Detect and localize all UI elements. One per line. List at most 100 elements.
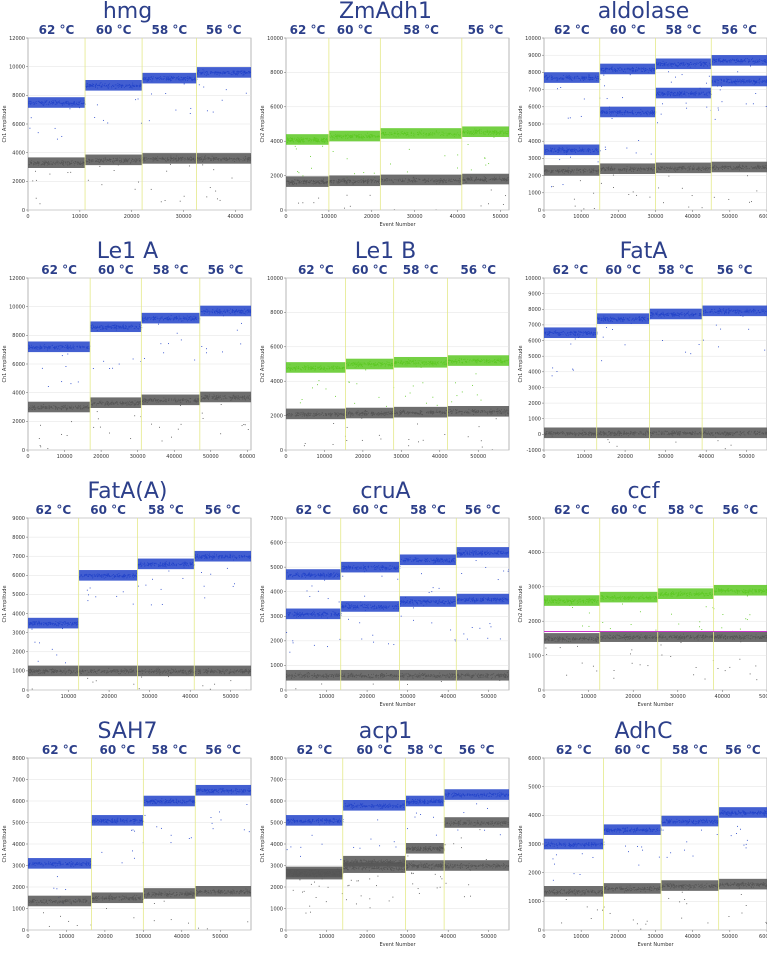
x-tick-label: 50000 — [722, 214, 738, 220]
x-tick-label: 30000 — [130, 454, 146, 460]
droplet — [49, 173, 51, 175]
y-tick-label: 0 — [538, 208, 541, 214]
droplet — [132, 358, 134, 360]
droplet-cluster — [28, 153, 251, 205]
droplet — [457, 167, 458, 169]
y-tick-label: 6000 — [528, 105, 541, 111]
droplet — [231, 177, 233, 179]
x-tick-label: 40000 — [227, 214, 243, 220]
droplet — [685, 102, 687, 104]
y-tick-label: 3000 — [528, 156, 541, 162]
droplet-band — [90, 321, 142, 333]
droplet — [686, 107, 688, 109]
chart-title: hmg — [102, 0, 153, 24]
droplet — [213, 169, 215, 171]
droplet-band — [28, 341, 91, 353]
temperature-label: 56 °C — [721, 23, 757, 37]
droplet — [717, 109, 719, 111]
droplet-band — [196, 67, 251, 78]
droplet — [638, 140, 640, 141]
droplet — [480, 205, 482, 207]
y-tick-label: 8000 — [12, 333, 25, 339]
droplet — [573, 198, 575, 200]
x-tick-label: 0 — [26, 454, 29, 460]
droplet — [160, 201, 162, 203]
droplet — [150, 188, 152, 190]
droplet — [604, 85, 605, 87]
droplet-points — [544, 55, 767, 210]
y-tick-label: 0 — [22, 448, 25, 454]
chart-panel: ZmAdh1 62 °C 60 °C 58 °C 56 °C 0 2000 4000 6000 8… — [258, 0, 513, 228]
droplet — [373, 172, 375, 174]
droplet — [35, 197, 37, 199]
droplet — [756, 190, 758, 192]
droplet — [635, 152, 637, 154]
droplet — [351, 221, 352, 222]
droplet — [444, 155, 446, 157]
y-tick-label: 6000 — [270, 105, 283, 111]
temperature-label: 56 °C — [467, 23, 504, 37]
droplet-band — [380, 128, 462, 139]
droplet — [688, 206, 690, 208]
y-tick-label: 4000 — [270, 139, 283, 145]
droplet-band — [28, 97, 86, 108]
temperature-label: 58 °C — [403, 23, 439, 37]
x-tick-label: 30000 — [176, 214, 192, 220]
temperature-labels: 62 °C 60 °C 58 °C 56 °C — [28, 263, 251, 277]
y-tick-label: 10000 — [9, 304, 25, 310]
droplet — [341, 221, 342, 222]
temperature-label: 60 °C — [609, 23, 646, 37]
y-tick-label: 10000 — [9, 64, 25, 70]
x-tick-label: 60000 — [239, 454, 255, 460]
droplet — [70, 383, 72, 385]
y-tick-label: 4000 — [12, 390, 25, 396]
droplet — [612, 174, 614, 176]
y-tick-label: 4000 — [528, 139, 541, 145]
droplet — [632, 191, 634, 193]
droplet — [113, 170, 115, 171]
x-tick-label: 10000 — [321, 214, 337, 220]
droplet — [750, 65, 751, 67]
droplet-band — [711, 75, 767, 87]
droplet — [308, 218, 309, 219]
droplet — [626, 147, 628, 149]
scatter-plot: 0100020003000400050006000700080009000100… — [518, 36, 767, 220]
droplet — [151, 93, 153, 95]
droplet — [751, 201, 752, 203]
droplet — [67, 172, 69, 174]
droplet — [406, 171, 408, 173]
droplet — [61, 135, 63, 137]
droplet — [721, 86, 723, 87]
droplet — [35, 179, 37, 181]
droplet — [298, 202, 300, 204]
droplet — [346, 194, 348, 196]
droplet — [221, 99, 223, 101]
droplet — [70, 171, 72, 173]
droplet — [29, 127, 31, 129]
droplet — [493, 136, 495, 138]
droplet — [488, 203, 489, 205]
droplet — [701, 207, 703, 209]
y-tick-label: 0 — [22, 208, 25, 214]
droplet — [613, 187, 614, 188]
droplet-band — [599, 106, 656, 118]
droplet — [189, 113, 191, 114]
droplet — [96, 104, 98, 106]
droplet — [318, 197, 320, 199]
droplet — [663, 202, 664, 204]
droplet — [597, 161, 599, 163]
droplet — [393, 209, 395, 210]
droplet — [140, 122, 142, 124]
droplet — [61, 381, 63, 383]
droplet — [622, 97, 624, 99]
droplet — [354, 173, 355, 175]
droplet-band — [85, 80, 143, 91]
x-tick-label: 20000 — [610, 214, 626, 220]
y-tick-label: 1000 — [528, 191, 541, 197]
temperature-label: 62 °C — [38, 23, 75, 37]
y-axis-label: Ch1 Amplitude — [518, 105, 524, 142]
droplet — [457, 154, 459, 156]
y-tick-label: 4000 — [12, 150, 25, 156]
droplet — [650, 153, 652, 155]
droplet — [165, 93, 167, 94]
